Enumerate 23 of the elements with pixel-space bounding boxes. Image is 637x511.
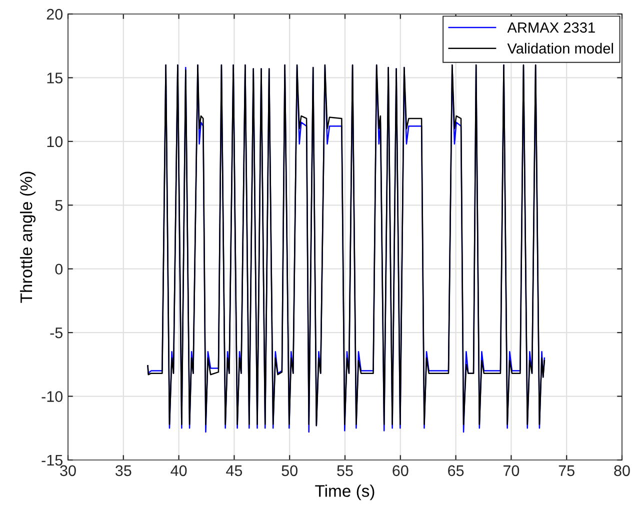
- x-tick-label: 30: [60, 465, 76, 476]
- legend-label: ARMAX 2331: [507, 22, 595, 33]
- x-tick-label: 80: [614, 465, 630, 476]
- y-tick-label: 20: [46, 8, 63, 20]
- x-tick-label: 50: [282, 465, 298, 476]
- y-tick-label: 15: [47, 72, 62, 84]
- x-tick-label: 55: [337, 465, 353, 476]
- legend-label: Validation model: [507, 42, 614, 54]
- x-tick-label: 65: [448, 465, 464, 476]
- x-tick-label: 75: [558, 465, 574, 476]
- y-axis-title: Throttle angle (%): [20, 172, 36, 303]
- y-tick-label: 5: [55, 200, 62, 211]
- y-tick-label: 0: [55, 264, 63, 275]
- y-tick-label: -15: [42, 455, 62, 466]
- y-tick-label: -5: [50, 328, 62, 338]
- x-axis-title: Time (s): [315, 484, 374, 500]
- x-tick-label: 45: [226, 465, 242, 476]
- x-tick-label: 60: [392, 465, 408, 476]
- x-tick-label: 70: [503, 465, 520, 476]
- y-tick-label: 10: [47, 136, 63, 148]
- x-tick-label: 35: [115, 465, 132, 476]
- y-tick-label: -10: [42, 391, 63, 402]
- x-tick-label: 40: [170, 465, 187, 476]
